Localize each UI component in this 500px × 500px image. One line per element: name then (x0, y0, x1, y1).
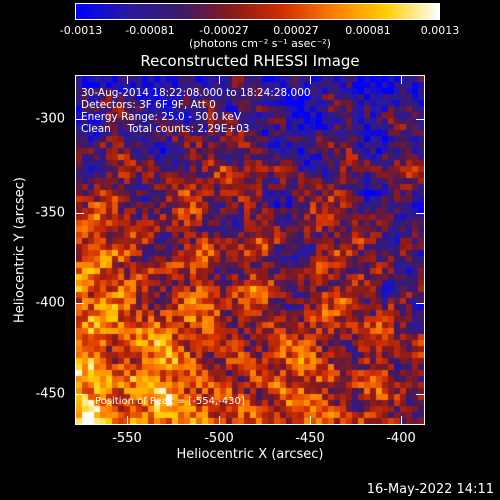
tick-mark (219, 416, 220, 425)
annotation-detectors: Detectors: 3F 6F 9F, Att 0 (81, 99, 216, 111)
y-tick-label: -350 (35, 205, 65, 221)
tick-mark (127, 416, 128, 425)
tick-mark (127, 75, 128, 84)
colorbar-tick-label: 0.00027 (273, 24, 319, 37)
x-tick-label: -400 (386, 431, 416, 446)
annotation-energy-range: Energy Range: 25.0 - 50.0 keV (81, 111, 242, 123)
timestamp-footer: 16-May-2022 14:11 (366, 482, 494, 497)
x-tick-label: -450 (295, 431, 325, 446)
y-tick-label: -400 (35, 295, 65, 311)
tick-mark (75, 119, 84, 120)
colorbar-tick-label: 0.00081 (345, 24, 391, 37)
tick-mark (416, 119, 425, 120)
colorbar-tick-label: -0.00027 (199, 24, 249, 37)
y-axis-label: Heliocentric Y (arcsec) (12, 177, 28, 323)
rhessi-image (76, 76, 424, 424)
colorbar-gradient (75, 3, 440, 20)
annotation-clean-counts: Clean Total counts: 2.29E+03 (81, 123, 250, 135)
tick-mark (401, 416, 402, 425)
x-tick-label: -500 (204, 431, 234, 446)
annotation-time-range: 30-Aug-2014 18:22:08.000 to 18:24:28.000 (81, 87, 311, 99)
tick-mark (401, 75, 402, 84)
tick-mark (416, 303, 425, 304)
plot-title: Reconstructed RHESSI Image (140, 52, 360, 70)
tick-mark (75, 213, 84, 214)
tick-mark (416, 213, 425, 214)
y-tick-label: -300 (35, 111, 65, 127)
y-tick-label: -450 (35, 386, 65, 402)
x-tick-label: -550 (112, 431, 142, 446)
tick-mark (310, 416, 311, 425)
tick-mark (75, 394, 84, 395)
tick-mark (75, 303, 84, 304)
tick-mark (310, 75, 311, 84)
x-axis-label: Heliocentric X (arcsec) (176, 447, 324, 462)
tick-mark (219, 75, 220, 84)
tick-mark (416, 394, 425, 395)
colorbar-unit-label: (photons cm⁻² s⁻¹ asec⁻²) (189, 37, 331, 50)
peak-position-label: Position of Peak = [-554,-430] (95, 396, 245, 407)
colorbar-tick-label: 0.0013 (420, 24, 460, 37)
colorbar-tick-label: -0.0013 (59, 24, 103, 37)
colorbar-tick-label: -0.00081 (125, 24, 175, 37)
image-plot (75, 75, 425, 425)
